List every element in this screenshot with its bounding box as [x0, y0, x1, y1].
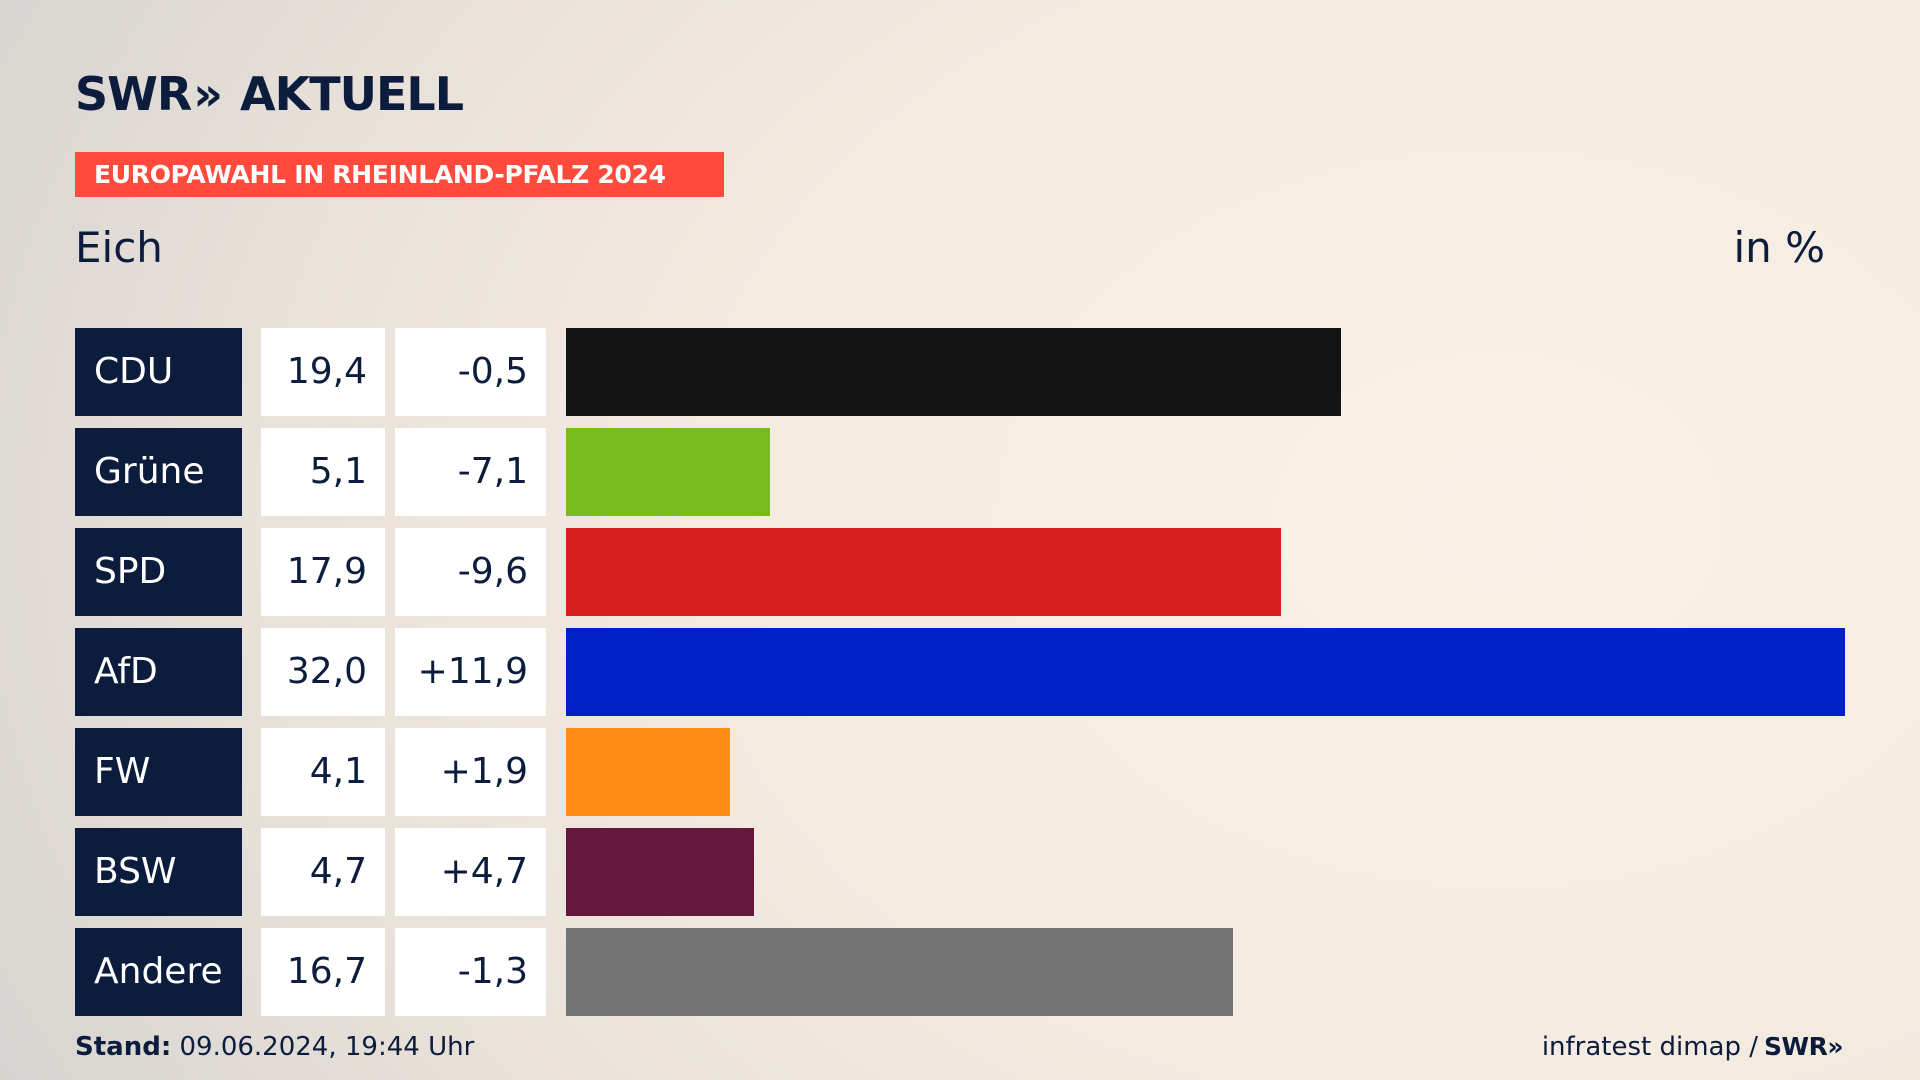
timestamp: Stand: 09.06.2024, 19:44 Uhr	[75, 1029, 474, 1065]
source-text: infratest dimap /	[1541, 1032, 1759, 1062]
swr-mini-logo: SWR»	[1764, 1032, 1843, 1061]
result-row: BSW 4,7 +4,7	[75, 828, 1845, 916]
place-name: Eich	[75, 223, 163, 272]
vote-share-bar	[566, 628, 1845, 716]
party-label: Andere	[75, 928, 242, 1016]
vote-share-label: 16,7	[261, 928, 385, 1016]
vote-share-label: 32,0	[261, 628, 385, 716]
vote-share-bar	[566, 328, 1341, 416]
stand-label: Stand:	[75, 1032, 172, 1062]
party-label: SPD	[75, 528, 242, 616]
result-row: Andere 16,7 -1,3	[75, 928, 1845, 1016]
source-credit: infratest dimap / SWR»	[1541, 1029, 1844, 1065]
vote-share-bar	[566, 528, 1281, 616]
vote-share-label: 17,9	[261, 528, 385, 616]
logo-chevrons-icon: »	[193, 67, 223, 121]
change-label: +11,9	[395, 628, 546, 716]
change-label: +1,9	[395, 728, 546, 816]
vote-share-label: 19,4	[261, 328, 385, 416]
result-row: FW 4,1 +1,9	[75, 728, 1845, 816]
change-label: -7,1	[395, 428, 546, 516]
result-row: AfD 32,0 +11,9	[75, 628, 1845, 716]
logo-brand: SWR	[75, 67, 192, 121]
vote-share-label: 5,1	[261, 428, 385, 516]
change-label: -0,5	[395, 328, 546, 416]
result-row: SPD 17,9 -9,6	[75, 528, 1845, 616]
party-label: AfD	[75, 628, 242, 716]
swr-aktuell-logo: SWR » AKTUELL	[75, 64, 464, 124]
vote-share-bar	[566, 728, 730, 816]
change-label: -9,6	[395, 528, 546, 616]
change-label: -1,3	[395, 928, 546, 1016]
party-label: FW	[75, 728, 242, 816]
vote-share-bar	[566, 428, 770, 516]
election-banner: EUROPAWAHL IN RHEINLAND-PFALZ 2024	[75, 152, 724, 197]
vote-share-bar	[566, 928, 1233, 1016]
party-label: Grüne	[75, 428, 242, 516]
change-label: +4,7	[395, 828, 546, 916]
vote-share-bar	[566, 828, 754, 916]
result-row: Grüne 5,1 -7,1	[75, 428, 1845, 516]
party-label: CDU	[75, 328, 242, 416]
unit-label: in %	[1733, 223, 1825, 272]
logo-product: AKTUELL	[240, 67, 464, 121]
vote-share-label: 4,1	[261, 728, 385, 816]
result-row: CDU 19,4 -0,5	[75, 328, 1845, 416]
party-label: BSW	[75, 828, 242, 916]
vote-share-label: 4,7	[261, 828, 385, 916]
banner-text: EUROPAWAHL IN RHEINLAND-PFALZ 2024	[94, 160, 666, 189]
stand-value: 09.06.2024, 19:44 Uhr	[171, 1032, 475, 1062]
